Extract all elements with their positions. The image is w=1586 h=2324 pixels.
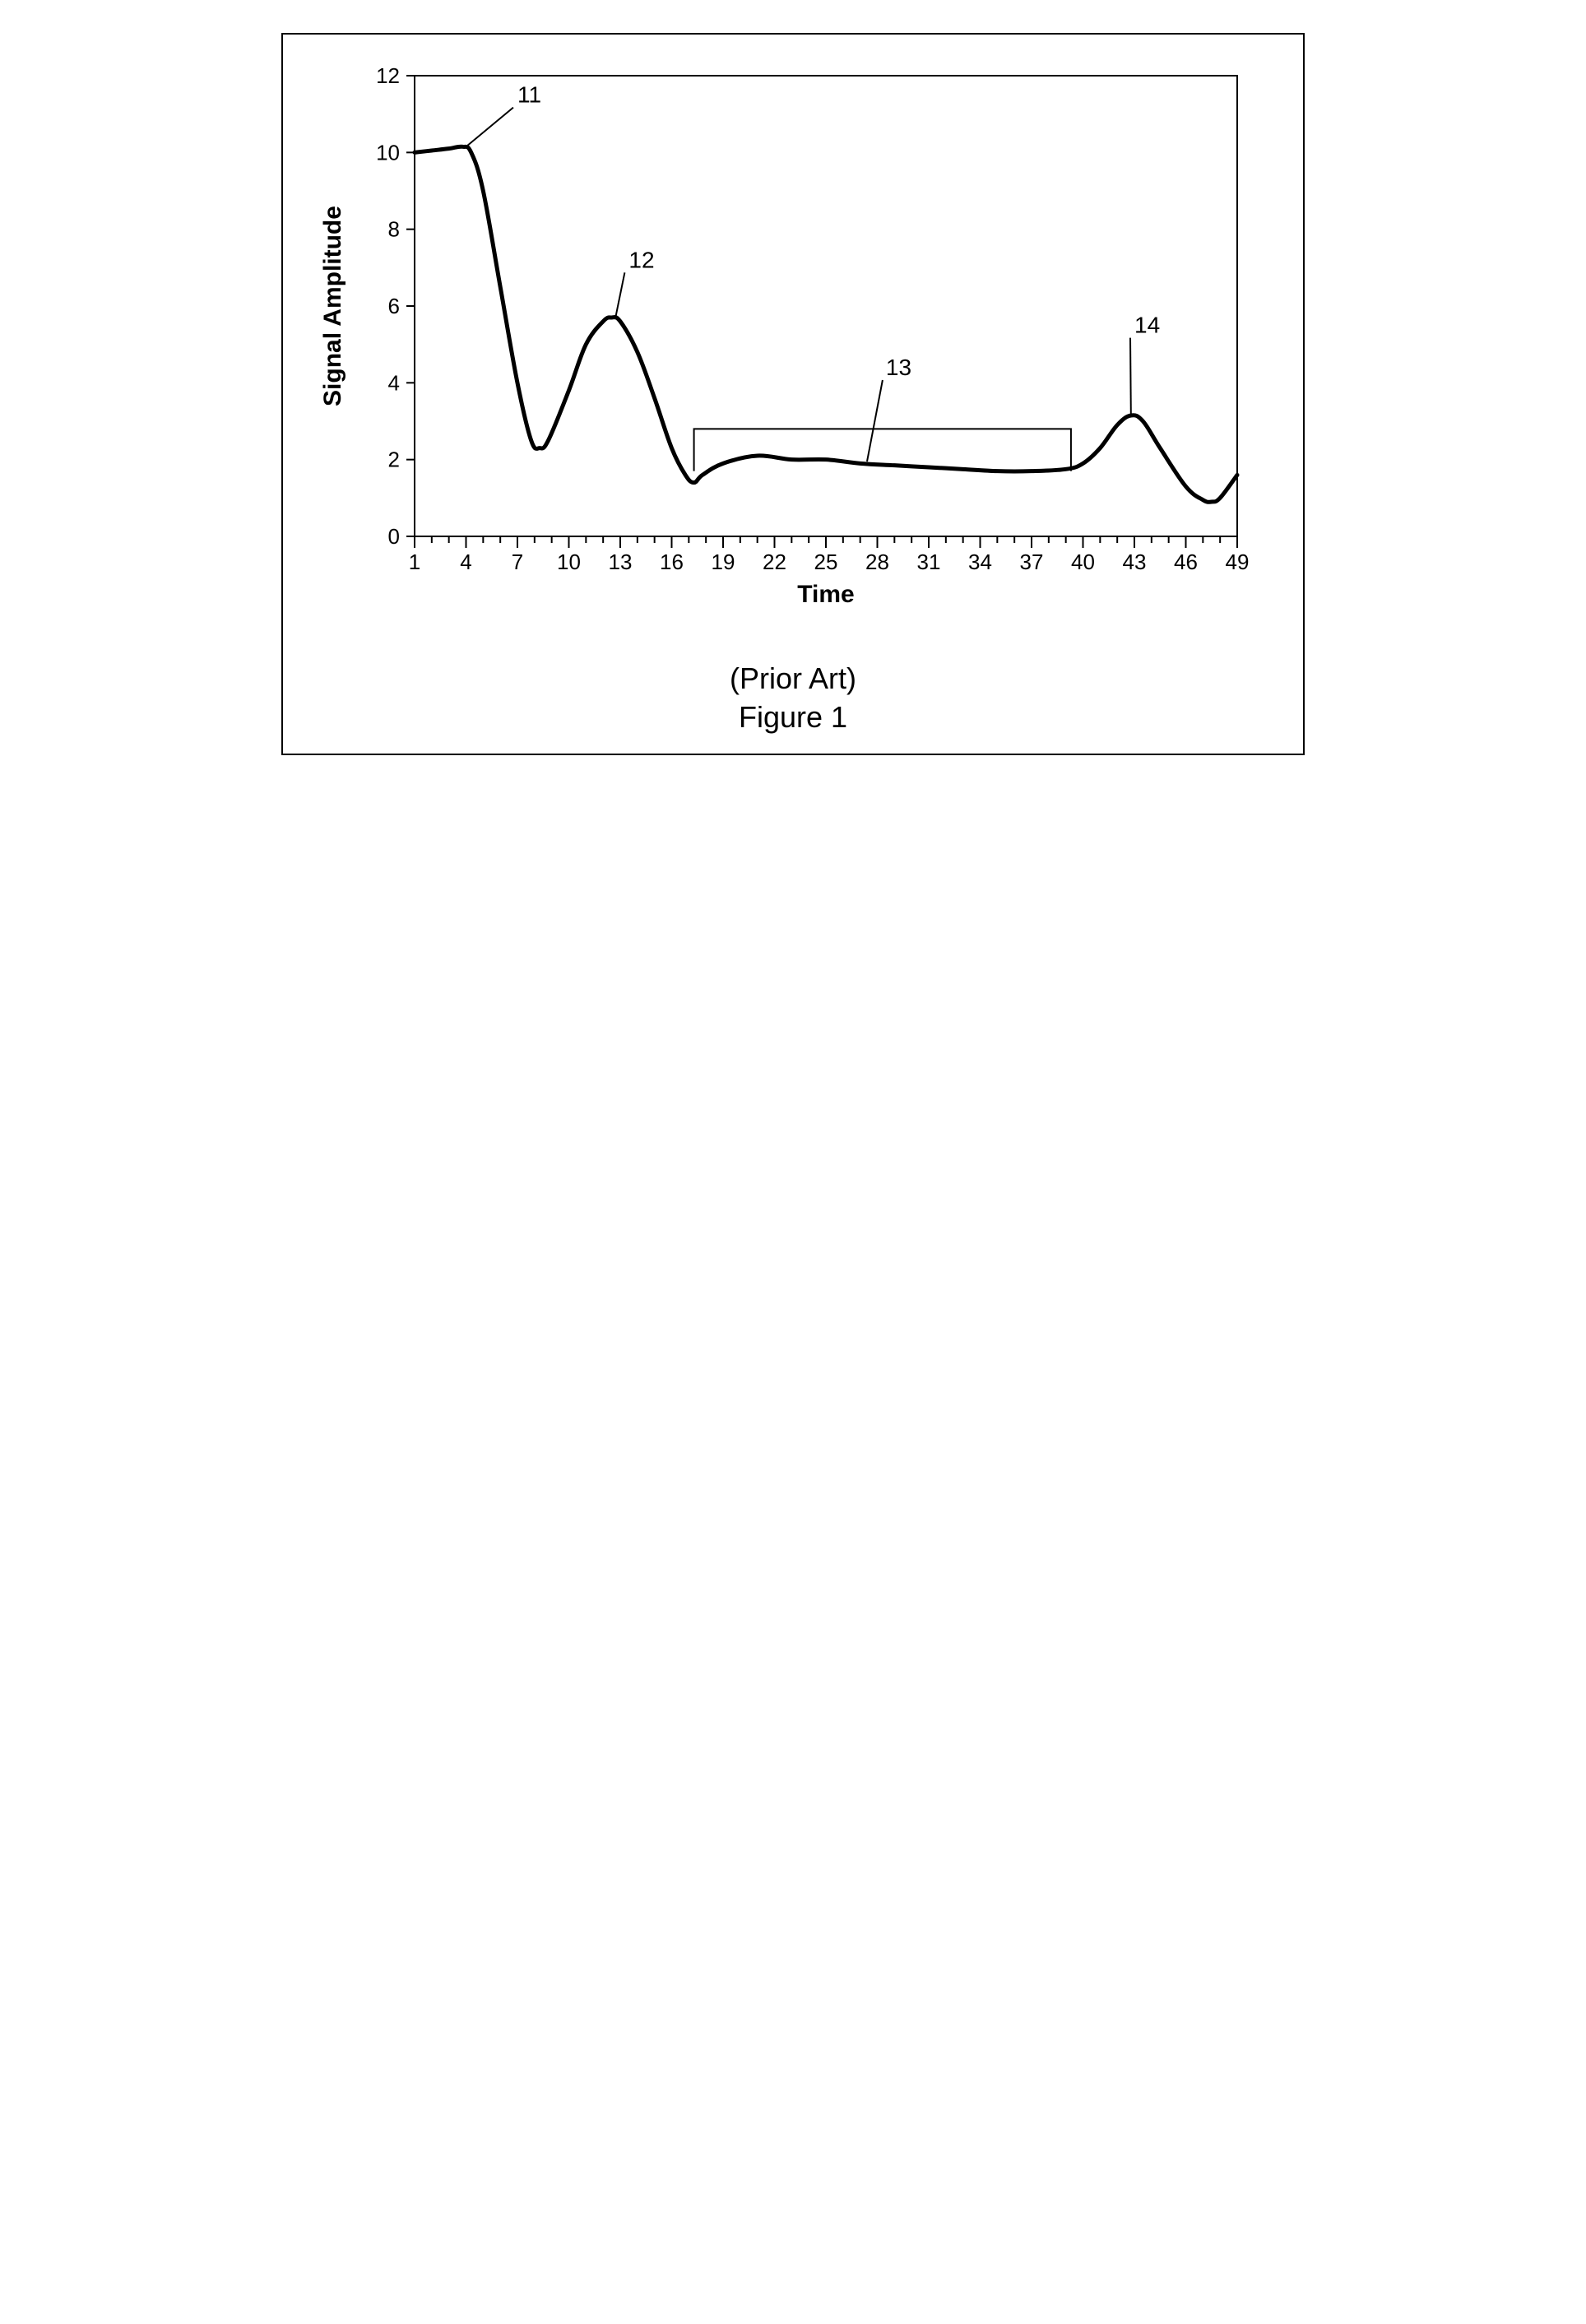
svg-text:10: 10 — [557, 550, 581, 574]
svg-text:49: 49 — [1226, 550, 1250, 574]
svg-text:37: 37 — [1020, 550, 1044, 574]
svg-text:46: 46 — [1174, 550, 1198, 574]
svg-text:10: 10 — [376, 140, 400, 165]
chart-container: 0246810121471013161922252831343740434649… — [299, 59, 1287, 635]
svg-text:1: 1 — [409, 550, 420, 574]
outer-frame: 0246810121471013161922252831343740434649… — [281, 33, 1305, 755]
svg-text:22: 22 — [763, 550, 786, 574]
svg-text:4: 4 — [388, 370, 400, 395]
svg-text:19: 19 — [712, 550, 735, 574]
svg-text:0: 0 — [388, 524, 400, 549]
svg-text:28: 28 — [865, 550, 889, 574]
svg-text:34: 34 — [968, 550, 992, 574]
svg-text:13: 13 — [609, 550, 633, 574]
caption-line-2: Figure 1 — [299, 698, 1287, 737]
svg-text:8: 8 — [388, 217, 400, 242]
svg-text:12: 12 — [628, 247, 654, 272]
svg-text:Time: Time — [797, 581, 854, 608]
svg-text:11: 11 — [517, 82, 541, 108]
svg-text:7: 7 — [512, 550, 523, 574]
figure-caption: (Prior Art) Figure 1 — [299, 660, 1287, 737]
svg-text:43: 43 — [1123, 550, 1147, 574]
svg-text:40: 40 — [1071, 550, 1095, 574]
svg-text:13: 13 — [886, 355, 911, 380]
svg-text:4: 4 — [460, 550, 471, 574]
svg-text:14: 14 — [1134, 313, 1160, 338]
svg-text:25: 25 — [814, 550, 838, 574]
svg-text:6: 6 — [388, 294, 400, 318]
svg-text:31: 31 — [917, 550, 941, 574]
svg-text:Signal Amplitude: Signal Amplitude — [319, 206, 346, 406]
caption-line-1: (Prior Art) — [299, 660, 1287, 698]
signal-chart: 0246810121471013161922252831343740434649… — [299, 59, 1270, 635]
svg-text:2: 2 — [388, 448, 400, 472]
svg-text:16: 16 — [660, 550, 684, 574]
svg-text:12: 12 — [376, 63, 400, 88]
